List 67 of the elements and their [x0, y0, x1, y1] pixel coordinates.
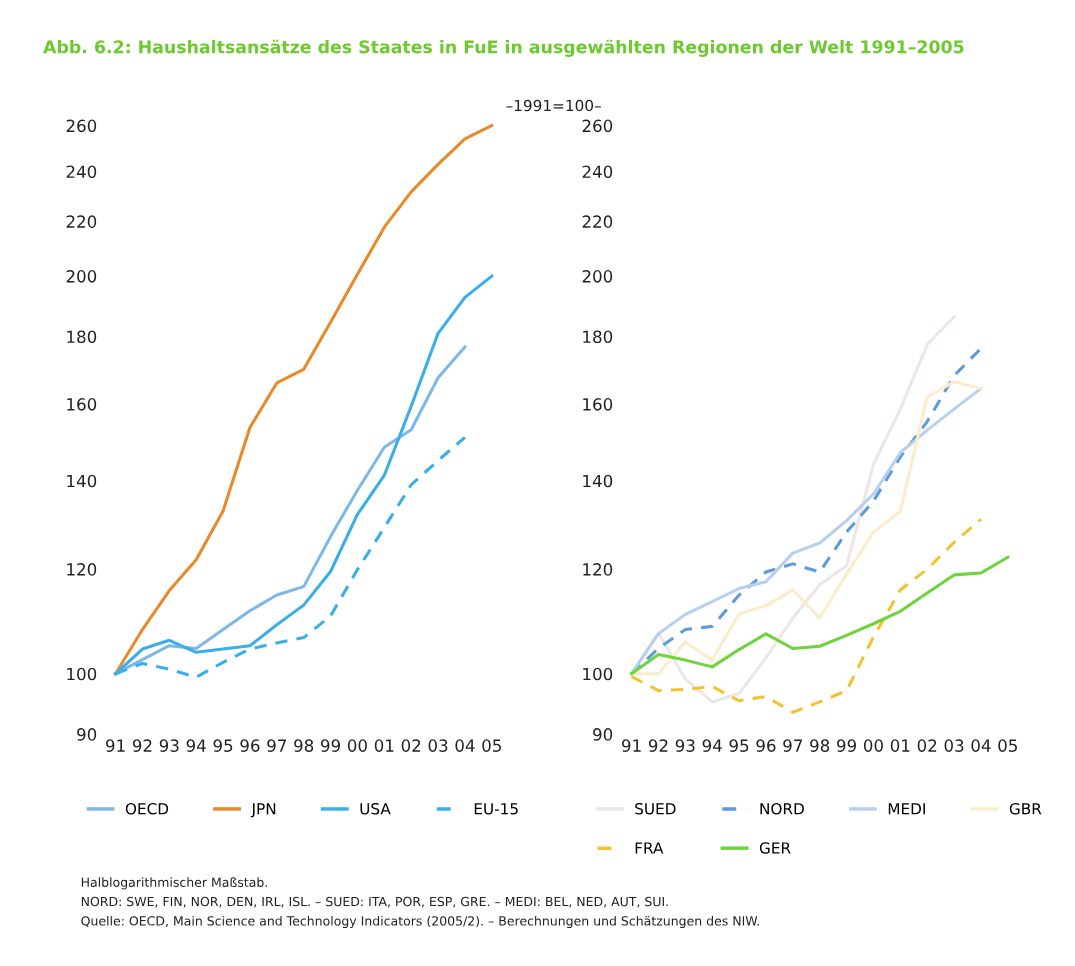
x-tick-label: 97 — [267, 739, 286, 752]
y-tick-label: 200 — [582, 270, 613, 283]
x-tick-label: 92 — [132, 739, 152, 752]
x-tick-label: 93 — [675, 739, 695, 752]
x-tick-label: 02 — [401, 739, 421, 752]
x-tick-label: 91 — [106, 739, 125, 752]
legend-label: SUED — [635, 802, 676, 815]
y-tick-label: 260 — [582, 119, 613, 133]
legend-label: NORD — [760, 802, 804, 815]
y-tick-label: 240 — [582, 165, 613, 179]
legend-label: OECD — [125, 802, 169, 815]
x-tick-label: 99 — [321, 739, 340, 752]
x-tick-label: 05 — [998, 739, 1017, 752]
y-tick-label: 260 — [66, 119, 97, 133]
x-tick-label: 97 — [783, 739, 802, 752]
y-tick-label: 140 — [67, 474, 97, 488]
line-series — [630, 555, 1010, 676]
x-tick-label: 00 — [347, 739, 367, 752]
x-tick-label: 04 — [971, 739, 991, 752]
x-tick-label: 98 — [294, 739, 314, 752]
line-series — [630, 517, 983, 714]
x-tick-label: 02 — [917, 739, 937, 752]
source-note: Quelle: OECD, Main Science and Technology Indicators (2005/2). – Berechnungen und Schätzungen des NIW. — [81, 915, 759, 929]
y-tick-label: 120 — [583, 563, 613, 576]
chart-title: Abb. 6.2: Haushaltsansätze des Staates in FuE in ausgewählten Regionen der Welt 1991–2005 — [43, 39, 964, 57]
y-tick-label: 90 — [77, 728, 97, 741]
x-tick-label: 99 — [837, 739, 856, 752]
y-tick-label: 100 — [583, 667, 613, 681]
y-tick-label: 160 — [67, 398, 97, 411]
x-tick-label: 96 — [240, 739, 260, 752]
x-tick-label: 00 — [863, 739, 883, 752]
x-tick-label: 05 — [482, 739, 501, 752]
x-tick-label: 03 — [944, 739, 964, 752]
y-tick-label: 100 — [67, 667, 97, 681]
y-tick-label: 240 — [66, 165, 97, 179]
x-tick-label: 03 — [428, 739, 448, 752]
x-tick-label: 01 — [374, 739, 394, 752]
y-tick-label: 160 — [583, 398, 613, 411]
y-tick-label: 120 — [67, 563, 97, 576]
text: NORD: SWE, FIN, NOR, DEN, IRL, ISL. – SUED: ITA, POR, ESP, GRE. – MEDI: BEL, NED, AUT, SUI. — [81, 896, 668, 908]
y-tick-label: 200 — [66, 270, 97, 283]
x-tick-label: 95 — [729, 739, 749, 752]
legend-label: MEDI — [888, 803, 925, 815]
x-tick-label: 94 — [702, 739, 722, 752]
x-tick-label: 98 — [810, 739, 830, 752]
x-tick-label: 91 — [622, 739, 641, 752]
y-tick-label: 140 — [583, 474, 613, 488]
legend-label: GER — [759, 842, 791, 854]
x-tick-label: 95 — [213, 739, 233, 752]
y-tick-label: 220 — [582, 215, 613, 228]
y-tick-label: 180 — [67, 330, 97, 344]
legend-label: FRA — [635, 842, 664, 854]
legend-label: USA — [360, 802, 391, 815]
legend-label: GBR — [1009, 802, 1042, 815]
text: Halblogarithmischer Maßstab. — [81, 877, 267, 890]
y-tick-label: 90 — [593, 728, 613, 741]
x-tick-label: 96 — [756, 739, 776, 752]
y-tick-label: 220 — [66, 215, 97, 228]
x-tick-label: 92 — [648, 739, 668, 752]
x-tick-label: 93 — [159, 739, 179, 752]
x-tick-label: 01 — [890, 739, 910, 752]
x-tick-label: 94 — [186, 739, 206, 752]
text: –1991=100– — [506, 99, 601, 112]
legend-label: JPN — [250, 803, 276, 818]
y-tick-label: 180 — [583, 330, 613, 344]
x-tick-label: 04 — [455, 739, 475, 752]
legend-label: EU-15 — [474, 803, 518, 815]
